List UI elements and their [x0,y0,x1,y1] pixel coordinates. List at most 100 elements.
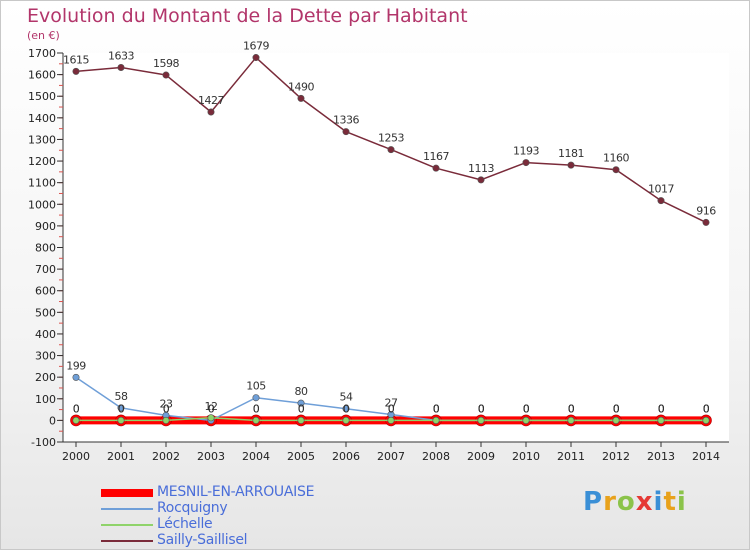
legend-label-rocquigny: Rocquigny [157,500,228,516]
data-point-lechelle [477,416,485,424]
data-label-mesnil-en-arrouaise: 0 [433,402,440,415]
logo-letter: r [603,487,617,517]
x-tick-label: 2000 [62,450,90,463]
data-label-mesnil-en-arrouaise: 0 [118,402,125,415]
data-label-mesnil-en-arrouaise: 0 [388,402,395,415]
data-point-sailly-saillisel [522,159,530,167]
chart-title: Evolution du Montant de la Dette par Hab… [27,5,468,27]
data-label-sailly-saillisel: 1598 [153,57,179,70]
data-label-sailly-saillisel: 1679 [243,40,269,53]
data-label-sailly-saillisel: 1427 [198,94,224,107]
plot-area [63,53,729,442]
data-label-lechelle: 0 [163,402,170,415]
data-label-sailly-saillisel: 1615 [63,53,89,66]
data-point-sailly-saillisel [297,94,305,102]
data-label-mesnil-en-arrouaise: 0 [163,402,170,415]
y-tick-label: 1700 [28,47,56,60]
data-label-rocquigny: 23 [160,397,173,410]
legend-swatch-sailly [101,540,153,542]
data-point-lechelle [342,416,350,424]
y-tick-label: 200 [35,371,56,384]
x-tick-label: 2005 [287,450,315,463]
data-point-lechelle [207,414,215,422]
data-label-rocquigny: 0 [433,402,440,415]
data-point-sailly-saillisel [702,218,710,226]
data-point-rocquigny [252,394,260,402]
data-label-rocquigny: 0 [613,402,620,415]
logo-letter: x [635,487,654,517]
data-label-lechelle: 0 [433,402,440,415]
logo-letter: t [663,487,677,517]
data-point-rocquigny [117,404,125,412]
data-label-rocquigny: 0 [658,402,665,415]
data-point-sailly-saillisel [342,128,350,136]
data-point-rocquigny [72,373,80,381]
logo-letter: P [583,487,604,517]
y-tick-label: 1400 [28,112,56,125]
legend-swatch-rocquigny [101,508,153,510]
series-layer [70,54,712,427]
data-label-rocquigny: 0 [478,402,485,415]
data-label-mesnil-en-arrouaise: 0 [613,402,620,415]
y-tick-label: 1300 [28,133,56,146]
legend-label-mesnil: MESNIL-EN-ARROUAISE [157,484,315,500]
y-tick-label: 1200 [28,155,56,168]
data-point-lechelle [162,416,170,424]
data-label-lechelle: 0 [118,402,125,415]
unit-label: (en €) [27,29,60,42]
y-tick-label: 600 [35,285,56,298]
data-label-mesnil-en-arrouaise: 0 [73,402,80,415]
y-tick-label: 1000 [28,198,56,211]
data-point-lechelle [702,416,710,424]
data-label-lechelle: 0 [478,402,485,415]
data-point-sailly-saillisel [72,67,80,75]
x-tick-label: 2001 [107,450,135,463]
legend-swatch-mesnil [101,489,153,497]
data-label-sailly-saillisel: 1193 [513,145,539,158]
data-label-sailly-saillisel: 916 [696,204,716,217]
data-point-rocquigny [342,405,350,413]
data-point-sailly-saillisel [477,176,485,184]
data-label-rocquigny: 105 [246,380,266,393]
data-label-lechelle: 0 [73,402,80,415]
data-point-sailly-saillisel [432,164,440,172]
data-label-rocquigny: 27 [385,397,398,410]
data-point-lechelle [252,416,260,424]
data-label-mesnil-en-arrouaise: 0 [523,402,530,415]
data-point-sailly-saillisel [162,71,170,79]
y-tick-label: 0 [49,414,56,427]
x-tick-label: 2007 [377,450,405,463]
data-label-sailly-saillisel: 1160 [603,152,629,165]
data-point-lechelle [297,416,305,424]
x-tick-label: 2003 [197,450,225,463]
data-label-sailly-saillisel: 1253 [378,132,404,145]
y-tick-label: 100 [35,393,56,406]
data-label-mesnil-en-arrouaise: 0 [208,402,215,415]
y-tick-label: 400 [35,328,56,341]
data-label-mesnil-en-arrouaise: 0 [478,402,485,415]
data-point-sailly-saillisel [612,166,620,174]
data-label-mesnil-en-arrouaise: 0 [253,402,260,415]
data-point-sailly-saillisel [117,63,125,71]
data-label-rocquigny: 80 [295,385,308,398]
x-tick-label: 2008 [422,450,450,463]
logo-letter: i [653,487,664,517]
y-tick-label: 700 [35,263,56,276]
y-tick-label: 900 [35,220,56,233]
x-tick-label: 2014 [692,450,720,463]
data-label-sailly-saillisel: 1113 [468,162,494,175]
data-label-sailly-saillisel: 1490 [288,80,314,93]
data-label-rocquigny: 0 [208,402,215,415]
x-tick-label: 2011 [557,450,585,463]
data-point-rocquigny [297,399,305,407]
data-label-mesnil-en-arrouaise: 0 [658,402,665,415]
data-label-rocquigny: 199 [66,359,86,372]
data-label-lechelle: 0 [568,402,575,415]
data-label-lechelle: 0 [613,402,620,415]
y-tick-label: 1600 [28,69,56,82]
proxiti-logo: Proxiti [583,487,687,517]
data-label-rocquigny: 54 [340,391,353,404]
